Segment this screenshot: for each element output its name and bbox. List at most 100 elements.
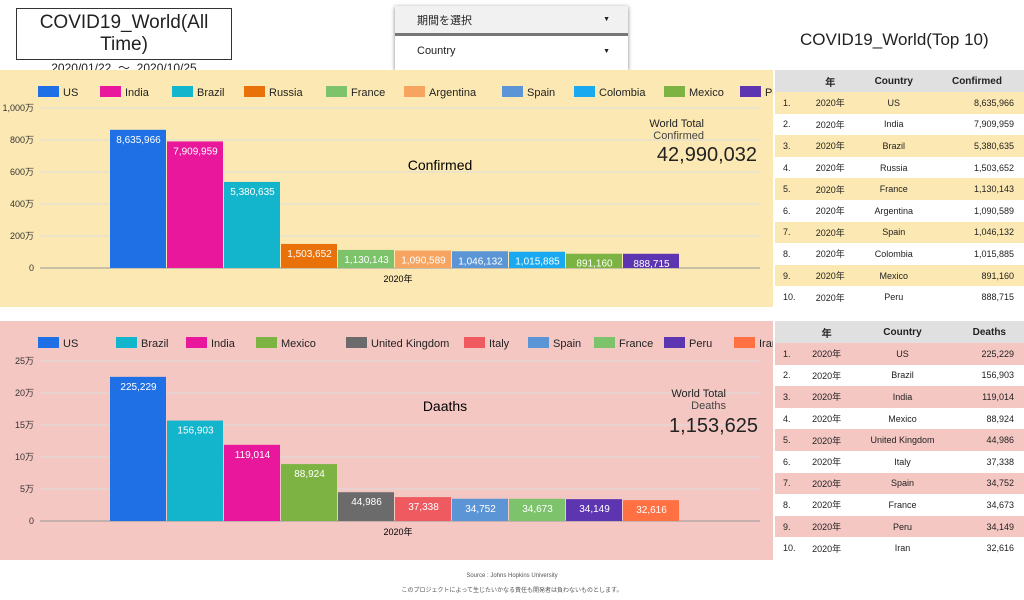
legend-label: United Kingdom	[371, 338, 449, 350]
bar-spain	[452, 251, 508, 268]
bar-us	[110, 129, 166, 268]
y-tick-label: 200万	[10, 231, 34, 241]
bar-mexico	[566, 253, 622, 268]
legend-item-italy: Italy	[464, 337, 510, 350]
confirmed-panel: US India Brazil Russia France Argentina Spain C…	[0, 70, 773, 307]
legend-item-brazil: Brazil	[116, 337, 169, 350]
table-cell: 2020年	[803, 135, 858, 157]
legend-label: India	[211, 338, 236, 350]
legend-item-mexico: Mexico	[664, 86, 724, 99]
legend-swatch	[464, 337, 485, 348]
legend-label: Brazil	[141, 338, 169, 350]
table-cell: 2020年	[812, 457, 842, 468]
table-cell: 2020年	[815, 119, 845, 130]
world-total-sub: Deaths	[691, 400, 726, 412]
legend-item-spain: Spain	[502, 86, 555, 99]
y-tick-label: 20万	[15, 388, 34, 398]
column-header[interactable]	[775, 70, 803, 92]
bar-data-label: 1,015,885	[515, 257, 560, 268]
table-row: 5. 2020年 France 1,130,143	[775, 178, 1024, 200]
table-row: 4. 2020年 Mexico 88,924	[775, 408, 1024, 430]
table-cell: 119,014	[954, 386, 1024, 408]
table-cell: 10.	[783, 543, 796, 554]
table-cell: 2020年	[803, 429, 851, 451]
deaths-panel: US Brazil India Mexico United Kingdom Italy Sp…	[0, 321, 773, 560]
table-cell: 2020年	[815, 163, 845, 174]
table-cell: Peru	[884, 292, 904, 303]
table-cell: 4.	[783, 413, 791, 424]
column-header[interactable]: Confirmed	[929, 70, 1024, 92]
table-cell: 7.	[775, 221, 803, 244]
chart-title: Daaths	[423, 398, 467, 414]
confirmed-bar-chart: US India Brazil Russia France Argentina Spain C…	[2, 86, 773, 284]
column-header[interactable]: 年	[803, 321, 851, 343]
bar-data-label: 88,924	[294, 469, 325, 480]
table-row: 4. 2020年 Russia 1,503,652	[775, 157, 1024, 179]
top10-title: COVID19_World(Top 10)	[800, 30, 989, 49]
legend-item-mexico: Mexico	[256, 337, 316, 350]
country-filter-label: Country	[417, 45, 456, 57]
legend-swatch	[38, 337, 59, 348]
table-cell: 3.	[775, 386, 803, 408]
table-row: 3. 2020年 India 119,014	[775, 386, 1024, 408]
column-header[interactable]: Country	[850, 321, 955, 343]
bar-data-label: 7,909,959	[173, 146, 218, 157]
country-filter-dropdown[interactable]: Country ▼	[395, 36, 628, 66]
table-row: 2. 2020年 Brazil 156,903	[775, 365, 1024, 387]
bar-data-label: 119,014	[235, 450, 271, 461]
bar-data-label: 888,715	[633, 259, 670, 270]
world-total-confirmed: World Total Confirmed	[600, 118, 704, 142]
table-cell: Italy	[894, 456, 911, 467]
column-header[interactable]: Deaths	[954, 321, 1024, 343]
chart-title: Confirmed	[408, 157, 473, 173]
table-cell: Spain	[857, 221, 930, 244]
table-cell: 2020年	[812, 543, 842, 554]
bar-data-label: 34,149	[579, 504, 610, 515]
bar-spain	[452, 498, 508, 521]
table-cell: US	[850, 343, 955, 365]
table-cell: 2.	[783, 370, 791, 381]
legend-swatch	[574, 86, 595, 97]
bar-data-label: 1,130,143	[344, 255, 389, 266]
period-filter-label: 期間を選択	[417, 14, 472, 27]
deaths-top10-table: 年 Country Deaths 1. 2020年 US 225,229 2. 2020年 Bra…	[775, 321, 1024, 559]
table-cell: 8,635,966	[929, 92, 1024, 114]
table-row: 3. 2020年 Brazil 5,380,635	[775, 135, 1024, 157]
column-header[interactable]	[775, 321, 803, 343]
table-cell: 8.	[783, 499, 791, 510]
legend-label: Iran	[759, 338, 773, 350]
bar-france	[338, 249, 394, 268]
table-cell: 891,160	[929, 264, 1024, 287]
table-cell: 9.	[775, 515, 803, 538]
legend-swatch	[172, 86, 193, 97]
legend-swatch	[664, 337, 685, 348]
table-cell: 888,715	[981, 292, 1014, 303]
legend-swatch	[100, 86, 121, 97]
bar-india	[167, 141, 223, 268]
disclaimer: このプロジェクトによって生じたいかなる責任も開発者は負わないものとします。	[401, 588, 623, 594]
bar-peru	[566, 499, 622, 521]
legend-label: Russia	[269, 87, 304, 99]
period-filter-dropdown[interactable]: 期間を選択 ▼	[395, 6, 628, 36]
y-tick-label: 10万	[15, 452, 34, 462]
legend-swatch	[38, 86, 59, 97]
dashboard-title: COVID19_World(All Time)	[39, 12, 209, 55]
legend-item-us: US	[38, 337, 78, 350]
bar-data-label: 156,903	[177, 426, 214, 437]
legend-swatch	[244, 86, 265, 97]
legend-label: Brazil	[197, 87, 225, 99]
deaths-bar-chart: US Brazil India Mexico United Kingdom Italy Sp…	[15, 337, 773, 537]
table-cell: 44,986	[954, 429, 1024, 451]
world-total-sub: Confirmed	[653, 130, 704, 142]
bar-brazil	[167, 420, 223, 521]
table-cell: India	[850, 386, 955, 408]
column-header[interactable]: Country	[857, 70, 930, 92]
table-cell: 2020年	[803, 92, 858, 114]
column-header[interactable]: 年	[803, 70, 858, 92]
y-tick-label: 0	[29, 516, 34, 526]
table-cell: Brazil	[857, 135, 930, 157]
table-row: 2. 2020年 India 7,909,959	[775, 114, 1024, 136]
table-cell: 10.	[783, 292, 796, 303]
bar-data-label: 37,338	[408, 502, 439, 513]
table-cell: 6.	[783, 205, 791, 216]
